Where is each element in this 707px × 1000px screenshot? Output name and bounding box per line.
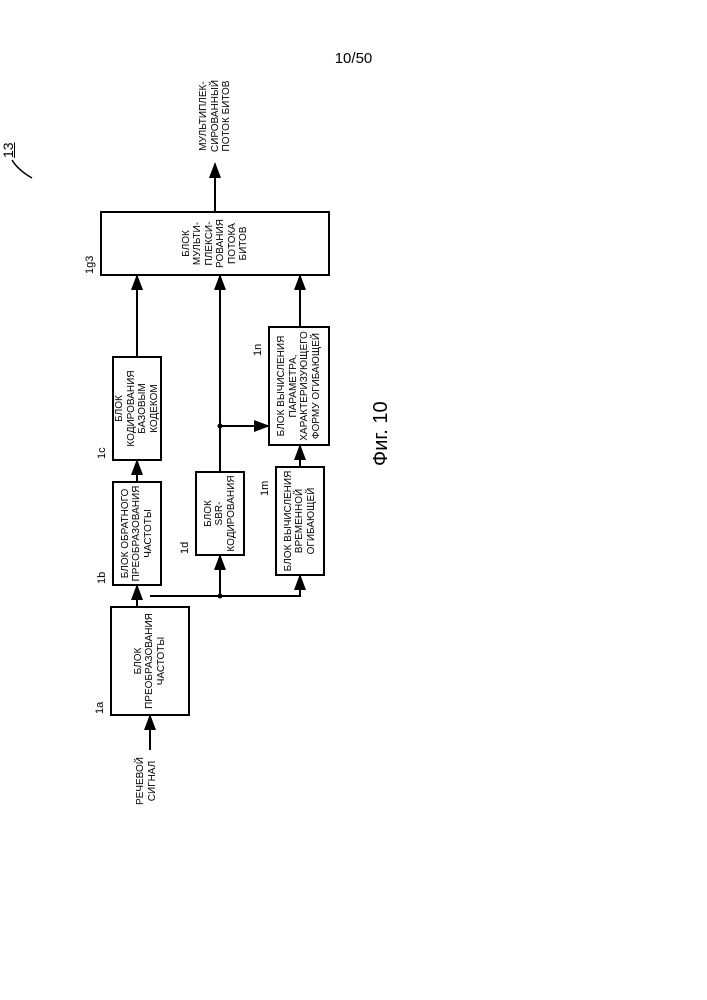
figure-ref: 13: [0, 142, 16, 158]
wiring: [40, 56, 420, 756]
input-label: РЕЧЕВОЙ СИГНАЛ: [135, 751, 158, 811]
block-diagram: 13 РЕЧЕВОЙ СИГНАЛ БЛОК ПРЕОБРАЗОВАНИЯ ЧА…: [40, 129, 707, 756]
